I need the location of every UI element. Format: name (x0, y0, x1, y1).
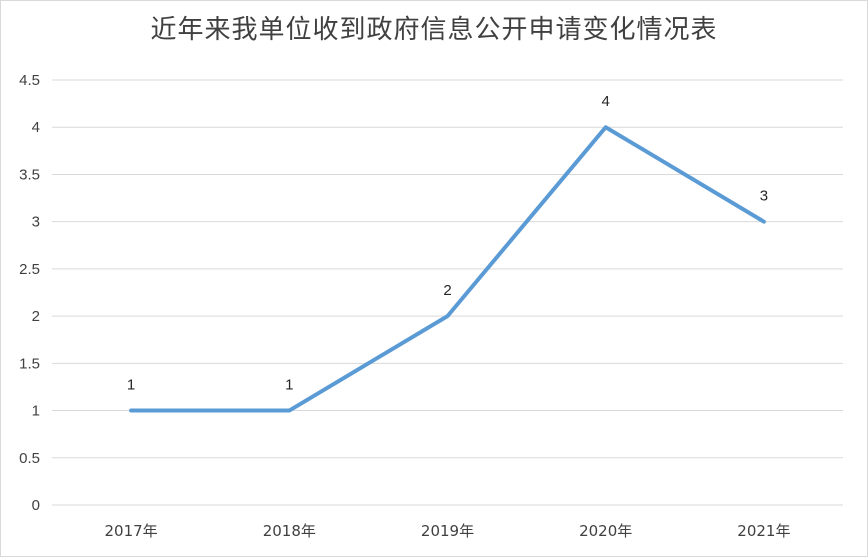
y-tick-label: 2.5 (19, 261, 40, 278)
data-label: 4 (602, 93, 610, 110)
data-labels: 1 1 2 4 3 (127, 93, 768, 393)
y-tick-label: 0 (32, 497, 40, 514)
data-label: 1 (127, 377, 135, 394)
x-axis-ticks: 2017年 2018年 2019年 2020年 2021年 (105, 522, 791, 540)
gridlines (52, 79, 843, 506)
data-label: 3 (760, 188, 768, 205)
x-tick-label: 2018年 (263, 522, 316, 540)
chart-title: 近年来我单位收到政府信息公开申请变化情况表 (150, 15, 718, 45)
y-tick-label: 3 (32, 214, 40, 231)
x-tick-label: 2021年 (737, 522, 790, 540)
x-tick-label: 2017年 (105, 522, 158, 540)
y-tick-label: 2 (32, 308, 40, 325)
y-tick-label: 4.5 (19, 72, 40, 89)
y-tick-label: 3.5 (19, 166, 40, 183)
y-tick-label: 4 (32, 119, 40, 136)
y-tick-label: 0.5 (19, 450, 40, 467)
series-layer (129, 125, 766, 413)
y-axis-ticks: 0 0.5 1 1.5 2 2.5 3 3.5 4 4.5 (19, 72, 40, 514)
y-tick-label: 1 (32, 403, 40, 420)
data-label: 2 (443, 282, 451, 299)
y-tick-label: 1.5 (19, 355, 40, 372)
data-label: 1 (285, 377, 293, 394)
x-tick-label: 2020年 (579, 522, 632, 540)
x-tick-label: 2019年 (421, 522, 474, 540)
